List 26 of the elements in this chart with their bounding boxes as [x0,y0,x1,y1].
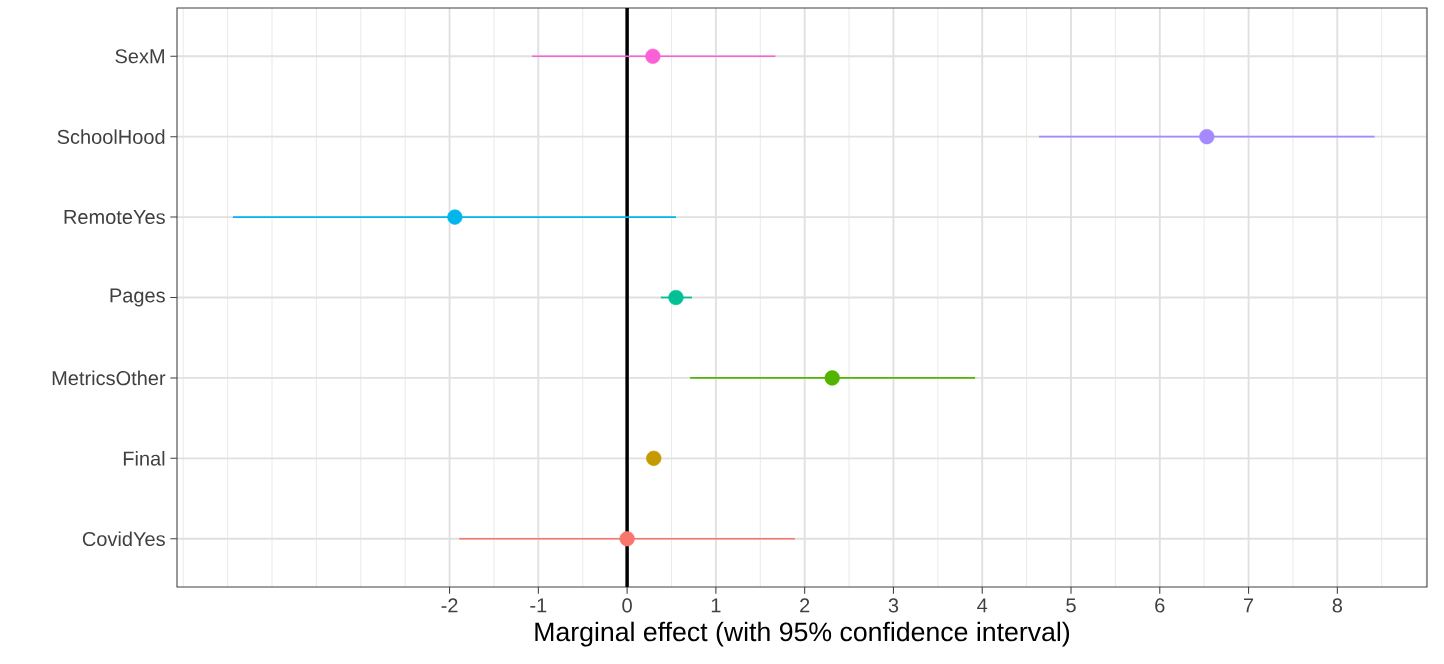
y-tick-label: SexM [115,49,164,64]
x-tick-label: 7 [1244,598,1254,613]
point [668,289,684,306]
x-tick-label: 5 [1066,598,1076,613]
x-tick-label: 6 [1155,598,1165,613]
x-tick-label: 0 [622,598,632,613]
x-tick-label: 1 [711,598,721,613]
point [619,531,635,547]
x-tick-label: 4 [977,598,988,613]
y-tick-label: RemoteYes [64,210,165,225]
y-tick-label: Pages [110,288,165,307]
y-tick-label: SchoolHood [57,129,165,144]
point [1199,129,1215,145]
point [646,450,662,466]
y-tick-label: MetricsOther [52,370,166,386]
point [447,209,463,225]
point [824,370,840,386]
point [645,48,661,64]
x-axis-title: Marginal effect (with 95% confidence interval) [535,621,1070,647]
x-tick-label: 3 [888,598,899,613]
x-tick-label: 8 [1332,598,1343,613]
y-tick-label: Final [123,450,165,466]
x-tick-label: -2 [441,598,458,613]
x-tick-label: 2 [800,598,810,613]
x-tick-label: -1 [530,598,547,613]
y-tick-label: CovidYes [82,531,165,547]
